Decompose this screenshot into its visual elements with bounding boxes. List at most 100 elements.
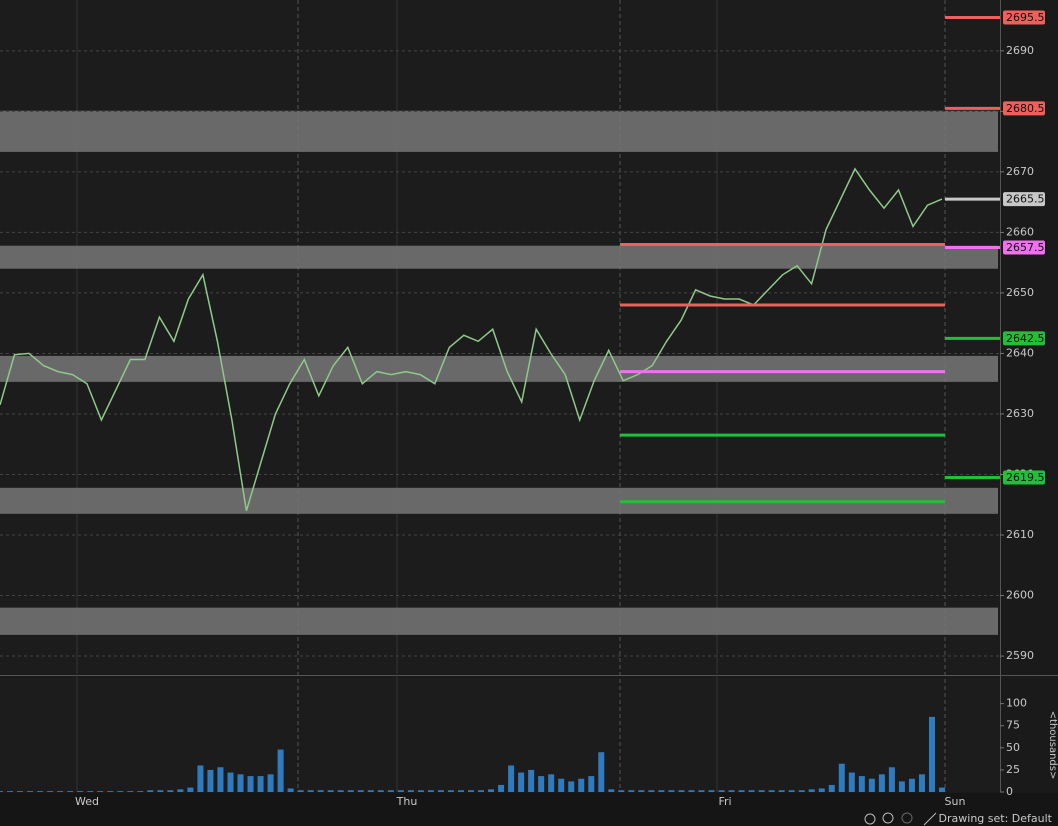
tag-box	[1003, 470, 1045, 485]
footer-icons	[864, 812, 937, 826]
volume-bar	[397, 790, 404, 792]
tag-box	[1003, 331, 1045, 346]
volume-bar	[257, 776, 264, 792]
volume-bar	[658, 790, 665, 792]
volume-bar	[858, 776, 865, 792]
volume-bar	[417, 790, 424, 792]
volume-bar	[939, 787, 945, 792]
volume-bar	[758, 790, 765, 792]
volume-bar	[648, 790, 655, 792]
volume-bar	[628, 790, 635, 792]
volume-bar	[708, 790, 715, 792]
volume-bar	[718, 790, 725, 792]
tag-box	[1003, 101, 1045, 116]
volume-bar	[738, 790, 745, 792]
volume-bar	[748, 790, 755, 792]
volume-bar	[347, 790, 354, 792]
volume-bar	[447, 790, 454, 792]
volume-bar	[97, 791, 104, 792]
tag-box	[1003, 240, 1045, 255]
volume-bar	[898, 781, 905, 792]
volume-bar	[558, 778, 565, 792]
y-tick-label: 2600	[1006, 589, 1034, 602]
volume-bar	[548, 774, 555, 792]
y-tick-label: 2660	[1006, 225, 1034, 238]
volume-bar	[167, 790, 174, 792]
volume-bar	[127, 791, 134, 792]
volume-bar	[47, 791, 54, 792]
volume-bar	[488, 789, 495, 792]
volume-bar	[638, 790, 645, 792]
volume-bar	[27, 791, 34, 792]
volume-bar	[357, 790, 364, 792]
volume-bar	[508, 765, 515, 792]
volume-panel	[0, 678, 1000, 792]
volume-bar	[818, 788, 825, 792]
volume-bar	[157, 790, 164, 792]
x-tick-label: Thu	[396, 795, 418, 808]
y-tick-label: 2610	[1006, 528, 1034, 541]
volume-bar	[217, 767, 224, 792]
zone	[0, 110, 998, 152]
tag-label: 2619.5	[1006, 471, 1045, 484]
price-panel	[0, 0, 1000, 673]
volume-bar	[337, 790, 344, 792]
volume-bar	[267, 774, 274, 792]
y-tick-label: 2670	[1006, 165, 1034, 178]
zone	[0, 355, 998, 382]
volume-bar	[798, 790, 805, 792]
tag-box	[1003, 192, 1045, 207]
volume-bar	[367, 790, 374, 792]
zone	[0, 607, 998, 635]
volume-bar	[778, 790, 785, 792]
volume-bar	[407, 790, 414, 792]
volume-bar	[668, 790, 675, 792]
drawing-set: Drawing set: Default	[939, 812, 1053, 825]
volume-bar	[7, 791, 14, 792]
volume-bar	[868, 778, 875, 792]
day-lines	[297, 0, 946, 792]
volume-bar	[57, 791, 64, 792]
volume-bar	[277, 749, 284, 792]
volume-bar	[728, 790, 735, 792]
volume-bar	[618, 790, 625, 792]
volume-unit: <thousands>	[1047, 711, 1058, 780]
volume-bar	[457, 790, 464, 792]
volume-bar	[878, 774, 885, 792]
y-tick-label: 2590	[1006, 649, 1034, 662]
y-tick-label: 2650	[1006, 286, 1034, 299]
volume-bar	[307, 790, 314, 792]
volume-bar	[177, 789, 184, 792]
volume-bar	[698, 790, 705, 792]
volume-bar	[908, 778, 915, 792]
volume-bar	[808, 789, 815, 792]
volume-bar	[918, 774, 925, 792]
volume-bar	[87, 791, 94, 792]
volume-bar	[147, 790, 154, 792]
volume-bar	[437, 790, 444, 792]
volume-bar	[77, 791, 84, 792]
volume-bar	[227, 772, 234, 792]
volume-bar	[297, 790, 304, 792]
volume-bar	[468, 790, 474, 792]
tag-label: 2695.5	[1006, 11, 1045, 24]
volume-bar	[117, 791, 124, 792]
volume-bar	[788, 790, 795, 792]
tag-label: 2642.5	[1006, 332, 1045, 345]
x-tick-label: Wed	[75, 795, 99, 808]
volume-bar	[678, 790, 685, 792]
volume-bar	[37, 791, 44, 792]
y-tick-label: 0	[1006, 785, 1013, 798]
volume-bar	[107, 791, 114, 792]
y-tick-label: 75	[1006, 719, 1020, 732]
footer-bar	[0, 793, 1058, 826]
y-tick-label: 2640	[1006, 346, 1034, 359]
y-tick-label: 2690	[1006, 44, 1034, 57]
volume-bar	[197, 765, 204, 792]
volume-bar	[688, 790, 695, 792]
volume-bar	[187, 787, 194, 792]
volume-bar	[427, 790, 434, 792]
x-tick-label: Sun	[945, 795, 966, 808]
volume-bar	[928, 716, 935, 792]
